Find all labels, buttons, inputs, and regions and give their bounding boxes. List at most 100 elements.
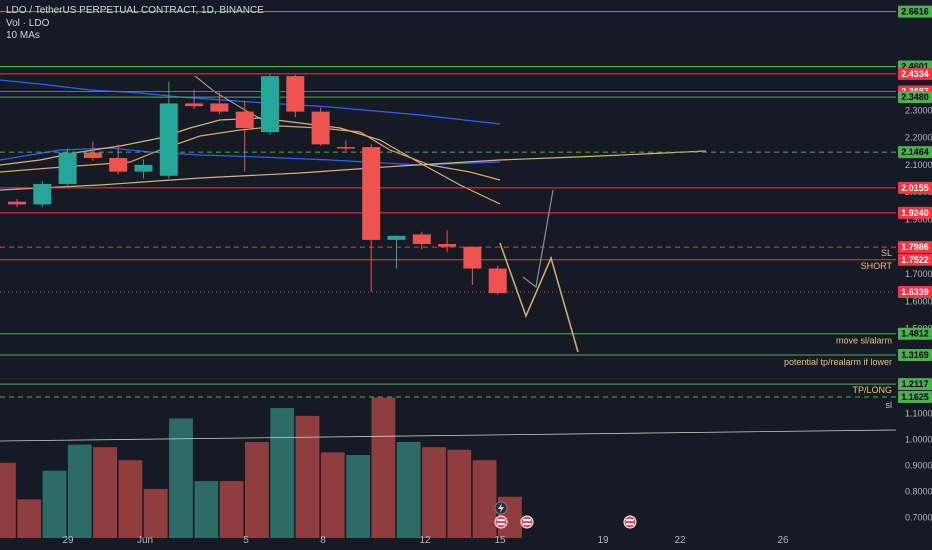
- candle: [83, 141, 102, 161]
- candle: [109, 144, 128, 175]
- candle: [210, 92, 229, 115]
- level-badge-label: 1.4812: [901, 329, 929, 339]
- y-tick-label: 1.6000: [905, 296, 932, 306]
- level-badge-label: 1.1625: [901, 392, 929, 402]
- level-badge-label: 2.4334: [901, 69, 929, 79]
- legend-ma-label: 10 MAs: [6, 30, 40, 41]
- candle: [362, 144, 381, 292]
- level-badge[interactable]: 1.1625: [898, 390, 932, 403]
- candle: [58, 148, 77, 187]
- level-badges[interactable]: 2.66162.46012.43342.36872.34802.14642.01…: [898, 5, 932, 403]
- volume-bar: [143, 488, 168, 538]
- level-notes: SL SHORT move sl/alarm potential tp/realarm…: [784, 248, 893, 410]
- candle-body: [387, 235, 406, 240]
- level-badge-label: 2.0155: [901, 183, 929, 193]
- level-badge[interactable]: 1.3169: [898, 349, 932, 361]
- volume-tick-label: 1.1000: [905, 408, 932, 418]
- candles: [8, 73, 507, 295]
- us-flag-icon[interactable]: [520, 515, 534, 529]
- annotation-label: sl: [886, 400, 893, 410]
- level-badge[interactable]: 1.4812: [898, 327, 932, 340]
- level-badge[interactable]: 2.4334: [898, 67, 932, 80]
- candle-body: [463, 246, 482, 269]
- x-tick-label: 15: [494, 535, 506, 546]
- annotation-label: SL: [881, 248, 892, 258]
- level-badge-label: 1.7986: [901, 242, 929, 252]
- volume-bar: [371, 397, 396, 538]
- level-badge[interactable]: 1.7522: [898, 253, 932, 266]
- volume-bar: [295, 415, 320, 538]
- projection-line: [499, 242, 579, 353]
- level-badge-label: 1.9240: [901, 208, 929, 218]
- level-badge-label: 2.4601: [901, 62, 929, 72]
- y-tick-label: 2.2000: [905, 133, 932, 143]
- annotation-label: SHORT: [861, 261, 893, 271]
- x-tick-label: 12: [419, 535, 431, 546]
- candle-body: [362, 147, 381, 240]
- level-badge[interactable]: 2.6616: [898, 5, 932, 18]
- x-tick-label: 5: [243, 535, 249, 546]
- candle-body: [412, 234, 431, 244]
- volume-bar: [67, 444, 92, 538]
- candle-body: [109, 158, 128, 172]
- volume-bar: [346, 455, 370, 538]
- candle: [33, 181, 52, 208]
- us-flag-icon[interactable]: [494, 515, 508, 529]
- volume-bar: [472, 460, 497, 538]
- volume-bar: [270, 408, 295, 538]
- x-tick-label: Jun: [137, 535, 153, 546]
- x-tick-label: 29: [62, 535, 74, 546]
- volume-bar: [169, 418, 193, 538]
- alt-projection-line: [522, 189, 554, 289]
- y-tick-label: 1.7000: [905, 269, 932, 279]
- volume-bar: [320, 452, 345, 538]
- candle-body: [488, 268, 507, 294]
- ma-line-orange: [0, 125, 501, 181]
- candle-body: [58, 152, 77, 184]
- candle-body: [261, 76, 279, 133]
- level-badge-label: 1.2117: [901, 379, 928, 389]
- annotation-label: potential tp/realarm if lower: [784, 357, 892, 367]
- us-flag-icon[interactable]: [623, 515, 637, 529]
- volume-bar: [447, 449, 472, 538]
- legend-title: LDO / TetherUS PERPETUAL CONTRACT, 1D, B…: [6, 5, 264, 16]
- volume-bar: [219, 481, 244, 538]
- level-badge[interactable]: 2.1464: [898, 146, 932, 159]
- level-badge[interactable]: 1.7986: [898, 241, 932, 254]
- volume-bar: [245, 441, 269, 538]
- volume-tick-label: 0.8000: [905, 487, 932, 497]
- projection-path: [499, 189, 579, 353]
- lightning-icon[interactable]: [494, 501, 508, 515]
- level-badge-label: 2.3480: [901, 92, 929, 102]
- volume-tick-label: 1.0000: [905, 434, 932, 444]
- level-badge[interactable]: 1.9240: [898, 206, 932, 219]
- level-badge[interactable]: 2.3480: [898, 91, 932, 104]
- candle: [8, 198, 26, 208]
- legend: LDO / TetherUS PERPETUAL CONTRACT, 1D, B…: [6, 5, 264, 41]
- candle-body: [185, 103, 204, 107]
- candle-body: [83, 152, 102, 159]
- candle: [185, 89, 204, 109]
- level-badge[interactable]: 1.2117: [898, 378, 932, 391]
- candle-body: [210, 103, 229, 112]
- x-tick-label: 26: [777, 535, 789, 546]
- candle: [311, 107, 330, 146]
- y-tick-label: 1.9000: [905, 214, 932, 224]
- volume-pane: [0, 397, 522, 538]
- level-badge-label: 2.6616: [901, 7, 929, 17]
- candle: [336, 140, 355, 152]
- candle: [387, 235, 406, 269]
- event-icons[interactable]: [494, 501, 637, 529]
- volume-bar: [396, 441, 421, 538]
- y-tick-label: 2.3000: [905, 105, 932, 115]
- annotation-label: move sl/alarm: [836, 336, 892, 346]
- candle: [412, 231, 431, 250]
- volume-bar: [93, 447, 117, 538]
- x-tick-label: 22: [674, 535, 686, 546]
- volume-bar: [422, 447, 446, 538]
- level-badge-label: 1.6339: [901, 287, 929, 297]
- level-badge[interactable]: 2.0155: [898, 181, 932, 194]
- level-badge[interactable]: 1.6339: [898, 286, 932, 299]
